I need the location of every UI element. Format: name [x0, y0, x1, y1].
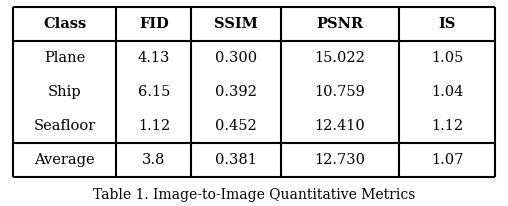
Text: Plane: Plane: [44, 51, 85, 65]
Text: 0.381: 0.381: [215, 153, 257, 167]
Text: PSNR: PSNR: [316, 17, 363, 31]
Text: 3.8: 3.8: [142, 153, 166, 167]
Text: 4.13: 4.13: [138, 51, 170, 65]
Text: 12.730: 12.730: [314, 153, 365, 167]
Text: 12.410: 12.410: [314, 119, 365, 133]
Text: FID: FID: [139, 17, 169, 31]
Text: 10.759: 10.759: [314, 85, 365, 99]
Text: Class: Class: [43, 17, 86, 31]
Text: 1.12: 1.12: [431, 119, 463, 133]
Text: 0.300: 0.300: [215, 51, 257, 65]
Text: Seafloor: Seafloor: [34, 119, 96, 133]
Text: 1.07: 1.07: [431, 153, 463, 167]
Text: 6.15: 6.15: [138, 85, 170, 99]
Text: 15.022: 15.022: [314, 51, 365, 65]
Text: 0.452: 0.452: [215, 119, 257, 133]
Text: 1.12: 1.12: [138, 119, 170, 133]
Text: Ship: Ship: [48, 85, 81, 99]
Text: 1.05: 1.05: [431, 51, 463, 65]
Text: SSIM: SSIM: [214, 17, 258, 31]
Text: Average: Average: [34, 153, 95, 167]
Text: Table 1. Image-to-Image Quantitative Metrics: Table 1. Image-to-Image Quantitative Met…: [93, 188, 415, 202]
Text: IS: IS: [438, 17, 456, 31]
Text: 0.392: 0.392: [215, 85, 257, 99]
Text: 1.04: 1.04: [431, 85, 463, 99]
